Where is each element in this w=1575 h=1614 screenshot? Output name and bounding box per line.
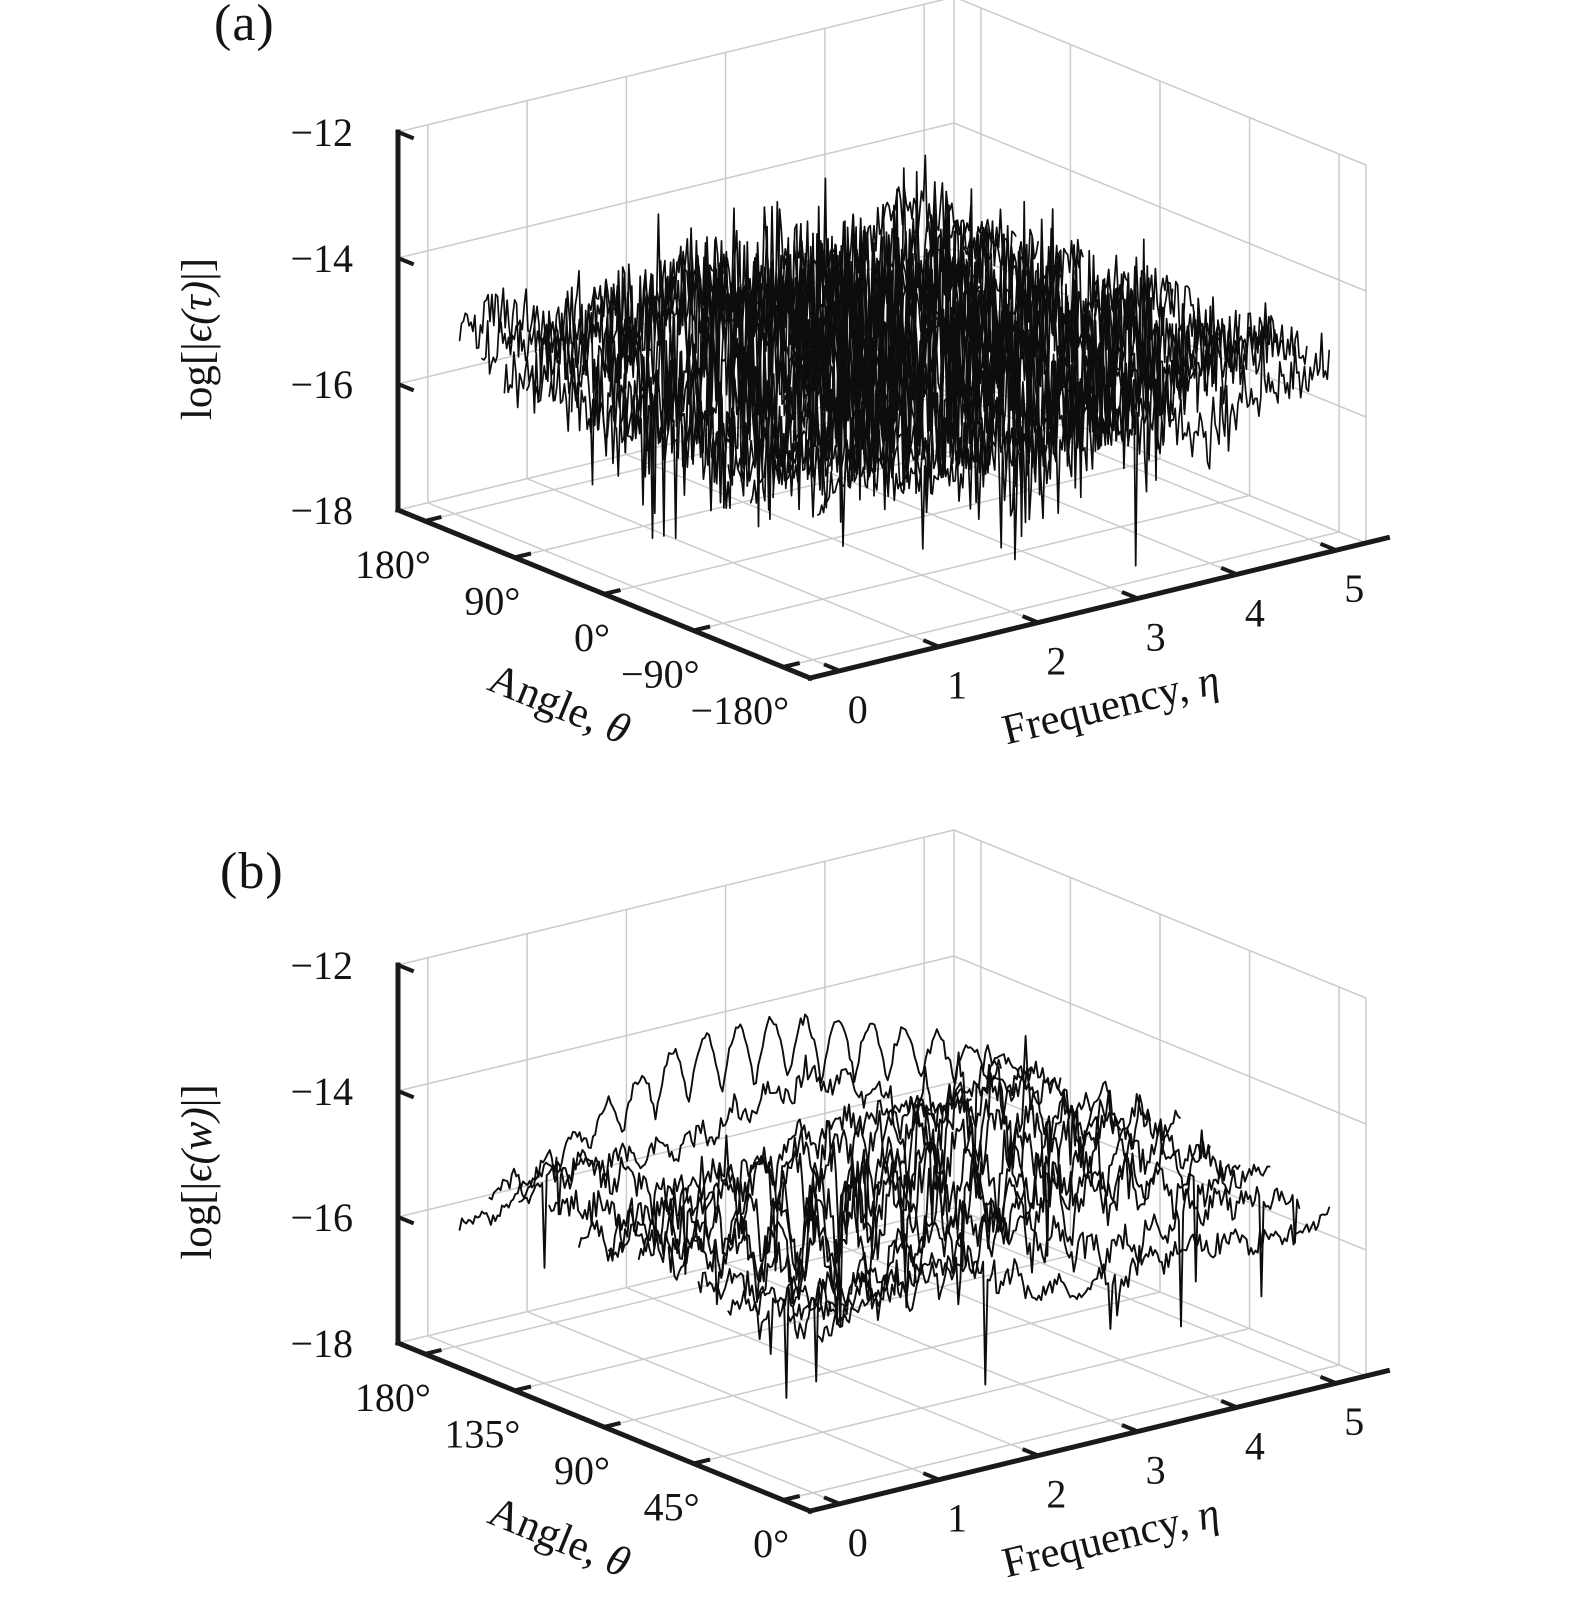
traces (458, 154, 1331, 567)
trace-line (667, 1091, 1181, 1307)
y-tick-label: 0° (753, 1521, 789, 1566)
z-tick-label: −14 (290, 1069, 353, 1114)
x-tick-label: 3 (1146, 614, 1166, 659)
z-tick-label: −12 (290, 110, 353, 155)
y-tick-label: 135° (444, 1412, 520, 1457)
x-tick-label: 5 (1344, 566, 1364, 611)
z-tick-label: −18 (290, 488, 353, 533)
z-tick-label: −16 (290, 1195, 353, 1240)
y-tick-label: −180° (691, 688, 790, 733)
trace-line (607, 1072, 1122, 1281)
x-tick-label: 2 (1046, 1472, 1066, 1517)
z-tick-label: −12 (290, 943, 353, 988)
x-tick-label: 2 (1046, 639, 1066, 684)
trace-line (458, 1054, 972, 1269)
panel-b-3d-plot: 0 1 2 3 4 5 180° 135° 90° 45° 0° −12 −14 −16 −18 Freque… (174, 829, 1391, 1587)
x-tick-label: 1 (947, 663, 967, 708)
z-axis-label: log[|ϵ(w)|] (174, 1084, 221, 1259)
x-tick-label: 5 (1344, 1399, 1364, 1444)
y-axis-label: Angle, θ (482, 655, 637, 754)
trace-line (488, 1058, 1002, 1222)
axis-ticks (397, 963, 1337, 1506)
y-tick-label: 90° (554, 1448, 610, 1493)
panel-a-3d-plot: 0 1 2 3 4 5 180° 90° 0°−90°−180° −12 −14 −16 −18 Freq… (174, 0, 1391, 754)
y-tick-label: 90° (464, 579, 520, 624)
panel-a-label: (a) (214, 0, 275, 52)
axis-ticks (397, 130, 1337, 673)
y-tick-label: 180° (355, 1375, 431, 1420)
trace-line (787, 1186, 1301, 1328)
traces (458, 1013, 1331, 1399)
x-tick-label: 4 (1245, 1423, 1265, 1468)
z-tick-label: −18 (290, 1321, 353, 1366)
z-tick-label: −16 (290, 362, 353, 407)
trace-line (794, 315, 1308, 567)
y-axis-label: Angle, θ (482, 1488, 637, 1587)
x-axis-label: Frequency, η (998, 656, 1224, 754)
trace-line (757, 1159, 1271, 1383)
z-axis-label: log[|ϵ(τ)|] (174, 258, 221, 420)
x-tick-label: 3 (1146, 1447, 1166, 1492)
y-tick-label: −90° (621, 652, 700, 697)
trace-line (816, 1206, 1331, 1386)
z-tick-label: −14 (290, 236, 353, 281)
x-tick-label: 0 (848, 687, 868, 732)
trace-line (518, 1013, 1032, 1203)
y-tick-label: 180° (355, 542, 431, 587)
x-axis-label: Frequency, η (998, 1489, 1224, 1587)
trace-line (705, 200, 1219, 538)
panel-b-label: (b) (220, 843, 284, 900)
y-tick-label: 0° (574, 615, 610, 660)
x-tick-label: 4 (1245, 590, 1265, 635)
trace-line (817, 326, 1331, 516)
x-tick-label: 0 (848, 1520, 868, 1565)
y-tick-label: 45° (644, 1485, 700, 1530)
x-tick-label: 1 (947, 1496, 967, 1541)
